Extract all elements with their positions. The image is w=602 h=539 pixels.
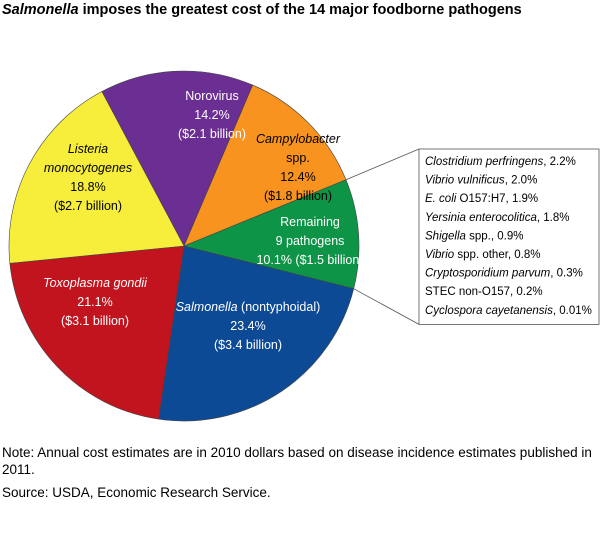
slice-label-2-line-1: 9 pathogens	[276, 234, 345, 248]
chart-title-rest: imposes the greatest cost of the 14 majo…	[78, 2, 522, 18]
slice-label-0-line-2: ($2.1 billion)	[178, 127, 246, 141]
slice-label-1-line-2: 12.4%	[280, 170, 315, 184]
slice-label-1-line-1: spp.	[286, 151, 310, 165]
slice-label-3-line-1: 23.4%	[230, 319, 265, 333]
pie-slice-norovirus	[101, 70, 254, 247]
breakdown-connector-0	[345, 148, 420, 181]
slice-label-3-line-0: Salmonella (nontyphoidal)	[176, 300, 321, 314]
breakdown-connector-1	[353, 288, 420, 325]
breakdown-item: Cyclospora cayetanensis, 0.01%	[425, 305, 592, 317]
breakdown-item: Shigella spp., 0.9%	[425, 230, 523, 242]
breakdown-item: Vibrio spp. other, 0.8%	[425, 249, 541, 261]
breakdown-item: E. coli O157:H7, 1.9%	[425, 193, 538, 205]
slice-label-4-line-0: Toxoplasma gondii	[43, 276, 148, 290]
slice-label-2-line-2: 10.1% ($1.5 billion)	[256, 253, 363, 267]
pie-slice-remaining	[183, 179, 360, 290]
chart-title-italic: Salmonella	[2, 2, 79, 18]
slice-label-3-line-2: ($3.4 billion)	[214, 338, 282, 352]
breakdown-item: Yersinia enterocolitica, 1.8%	[425, 212, 569, 224]
breakdown-item: STEC non-O157, 0.2%	[425, 286, 543, 298]
breakdown-item: Cryptosporidium parvum, 0.3%	[425, 268, 583, 280]
slice-label-2-line-0: Remaining	[280, 215, 340, 229]
slice-label-0-line-0: Norovirus	[185, 89, 239, 103]
pie-slice-toxoplasma-gondii	[9, 245, 185, 420]
slice-label-4-line-1: 21.1%	[77, 295, 112, 309]
slice-label-4-line-2: ($3.1 billion)	[61, 314, 129, 328]
slice-label-5-line-0: Listeria	[68, 142, 108, 156]
slice-label-5-line-3: ($2.7 billion)	[54, 199, 122, 213]
pie-chart: Norovirus 14.2% ($2.1 billion) Campylobacte…	[8, 70, 600, 422]
chart-title: Salmonella imposes the greatest cost of …	[2, 2, 522, 18]
slice-label-5-line-1: monocytogenes	[44, 161, 132, 175]
slice-label-5-line-2: 18.8%	[70, 180, 105, 194]
remaining-breakdown-box: Clostridium perfringens, 2.2% Vibrio vuln…	[345, 148, 600, 325]
slice-label-1-line-0: Campylobacter	[256, 132, 341, 146]
chart-note: Note: Annual cost estimates are in 2010 …	[2, 445, 592, 477]
breakdown-box-frame	[418, 148, 600, 325]
breakdown-item: Clostridium perfringens, 2.2%	[425, 156, 576, 168]
slice-label-1-line-3: ($1.8 billion)	[264, 189, 332, 203]
pie-labels: Norovirus 14.2% ($2.1 billion) Campylobacte…	[43, 89, 363, 352]
pie-slice-salmonella	[158, 245, 355, 422]
slice-label-0-line-1: 14.2%	[194, 108, 229, 122]
pie-slices	[8, 70, 360, 422]
chart-source: Source: USDA, Economic Research Service.	[2, 485, 271, 500]
breakdown-item: Vibrio vulnificus, 2.0%	[425, 175, 537, 187]
pie-slice-campylobacter	[183, 84, 347, 247]
pie-slice-listeria-monocytogenes	[8, 91, 185, 264]
